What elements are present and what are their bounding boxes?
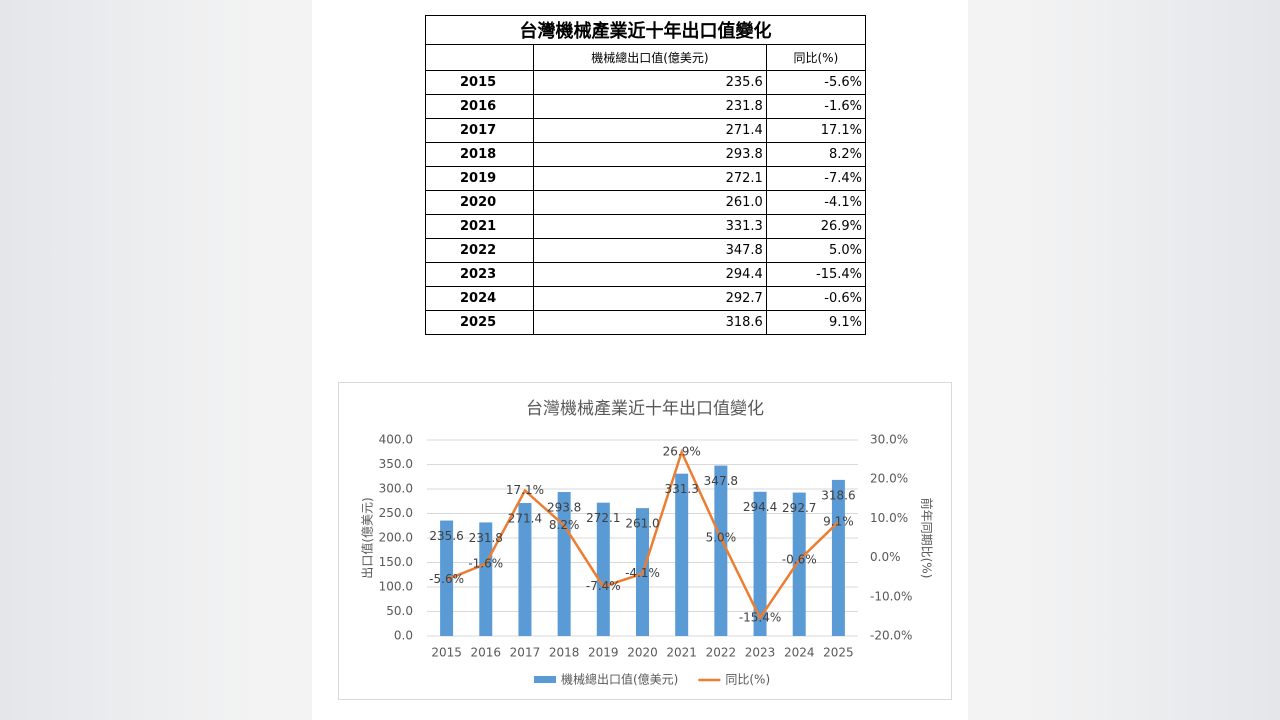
x-tick-label: 2021	[666, 646, 697, 660]
table-row: 2022 347.8 5.0%	[425, 238, 867, 263]
data-label: -4.1%	[625, 566, 660, 580]
table-cell: 2017	[425, 118, 534, 143]
table-cell: 2016	[425, 94, 534, 119]
y-tick-label: 0.0	[394, 629, 413, 643]
table-cell: 2021	[425, 214, 534, 239]
bar	[831, 479, 845, 636]
y2-tick-label: 20.0%	[870, 472, 908, 486]
table-cell: -7.4%	[765, 166, 867, 191]
table-cell: 2022	[425, 238, 534, 263]
y-tick-label: 300.0	[379, 482, 413, 496]
x-tick-label: 2023	[745, 646, 776, 660]
data-label: 318.6	[821, 488, 855, 502]
y-tick-label: 400.0	[379, 433, 413, 447]
data-label: 272.1	[586, 511, 620, 525]
table-cell: -0.6%	[765, 286, 867, 311]
table-row: 2015 235.6 -5.6%	[425, 70, 867, 95]
bar	[557, 492, 571, 636]
table-cell: 318.6	[533, 310, 767, 335]
table-row: 2020 261.0 -4.1%	[425, 190, 867, 215]
x-tick-label: 2022	[706, 646, 737, 660]
data-label: 26.9%	[663, 445, 701, 459]
y-tick-label: 150.0	[379, 555, 413, 569]
y-tick-label: 350.0	[379, 457, 413, 471]
table-cell: 231.8	[533, 94, 767, 119]
data-label: 271.4	[508, 512, 542, 526]
table-row: 2024 292.7 -0.6%	[425, 286, 867, 311]
y-tick-label: 100.0	[379, 580, 413, 594]
table-cell: -4.1%	[765, 190, 867, 215]
data-label: 235.6	[429, 529, 463, 543]
x-tick-label: 2019	[588, 646, 619, 660]
data-label: -15.4%	[739, 610, 781, 624]
data-label: -7.4%	[586, 579, 621, 593]
y2-tick-label: 0.0%	[870, 550, 901, 564]
table-row: 2016 231.8 -1.6%	[425, 94, 867, 119]
x-tick-label: 2024	[784, 646, 815, 660]
x-tick-label: 2016	[470, 646, 501, 660]
page: 台灣機械產業近十年出口值變化 機械總出口值(億美元) 同比(%) 2015 235.…	[312, 0, 968, 720]
table-cell: 2024	[425, 286, 534, 311]
table-cell: -5.6%	[765, 70, 867, 95]
chart-title: 台灣機械產業近十年出口值變化	[526, 399, 764, 419]
table-cell: 292.7	[533, 286, 767, 311]
table-cell: 2018	[425, 142, 534, 167]
data-label: -0.6%	[782, 552, 817, 566]
data-label: -5.6%	[429, 572, 464, 586]
line	[446, 448, 840, 621]
table-cell: 261.0	[533, 190, 767, 215]
y-axis-title: 出口值(億美元)	[360, 497, 375, 578]
bar	[518, 503, 532, 636]
x-tick-label: 2025	[823, 646, 854, 660]
data-label: 347.8	[704, 474, 738, 488]
y2-tick-label: -10.0%	[870, 589, 912, 603]
data-label: 231.8	[469, 531, 503, 545]
data-label: 292.7	[782, 501, 816, 515]
bar	[596, 502, 610, 636]
table-cell: 2023	[425, 262, 534, 287]
data-label: 331.3	[665, 482, 699, 496]
y2-tick-label: 10.0%	[870, 511, 908, 525]
data-label: 5.0%	[706, 531, 737, 545]
bar	[675, 473, 689, 636]
data-table: 台灣機械產業近十年出口值變化 機械總出口值(億美元) 同比(%) 2015 235.…	[425, 15, 867, 335]
table-row: 2019 272.1 -7.4%	[425, 166, 867, 191]
table-cell: 2020	[425, 190, 534, 215]
table-cell: 9.1%	[765, 310, 867, 335]
x-tick-label: 2020	[627, 646, 658, 660]
legend-swatch	[534, 676, 556, 683]
data-label: -1.6%	[468, 556, 503, 570]
data-label: 261.0	[625, 517, 659, 531]
table-title: 台灣機械產業近十年出口值變化	[425, 15, 866, 45]
legend-label: 機械總出口值(億美元)	[561, 672, 678, 687]
data-label: 294.4	[743, 500, 777, 514]
y-tick-label: 200.0	[379, 531, 413, 545]
table-cell: 5.0%	[765, 238, 867, 263]
bar	[753, 491, 767, 636]
table-cell: 17.1%	[765, 118, 867, 143]
x-tick-label: 2018	[549, 646, 580, 660]
y2-tick-label: -20.0%	[870, 629, 912, 643]
data-label: 293.8	[547, 501, 581, 515]
data-label: 17.1%	[506, 483, 544, 497]
table-row: 2018 293.8 8.2%	[425, 142, 867, 167]
table-cell: 293.8	[533, 142, 767, 167]
y-tick-label: 250.0	[379, 506, 413, 520]
bar	[792, 492, 806, 636]
x-tick-label: 2017	[510, 646, 541, 660]
table-row: 2025 318.6 9.1%	[425, 310, 867, 335]
y-tick-label: 50.0	[386, 604, 413, 618]
y2-tick-label: 30.0%	[870, 433, 908, 447]
table-row: 2021 331.3 26.9%	[425, 214, 867, 239]
x-tick-label: 2015	[431, 646, 462, 660]
data-label: 9.1%	[823, 514, 854, 528]
bar	[714, 465, 728, 636]
data-label: 8.2%	[549, 518, 580, 532]
legend-label: 同比(%)	[725, 673, 770, 687]
y2-axis-title: 前年同期比(%)	[920, 498, 935, 579]
bar	[479, 522, 493, 636]
table-cell: 2025	[425, 310, 534, 335]
